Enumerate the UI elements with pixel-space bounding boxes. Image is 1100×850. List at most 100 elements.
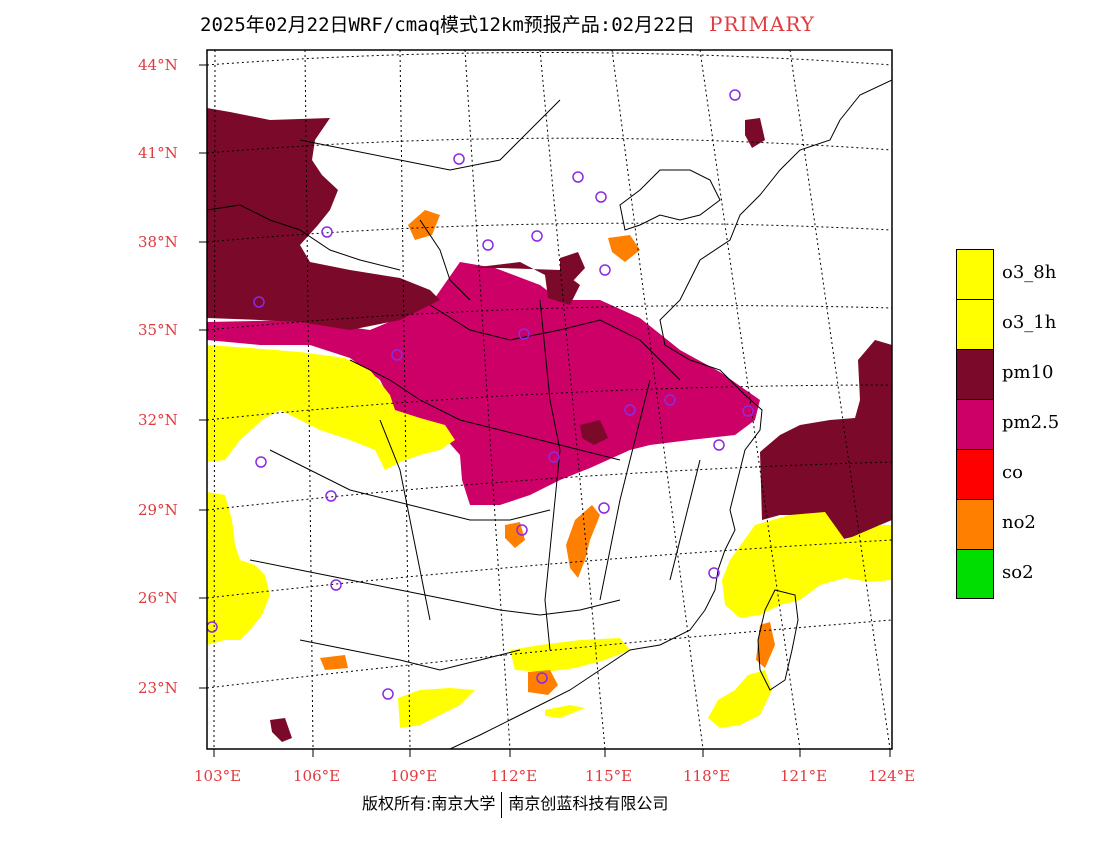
lat-label: 35°N <box>138 321 178 339</box>
o3-region-sichuan <box>207 345 455 470</box>
map-content <box>207 50 892 749</box>
legend-swatch <box>956 399 994 449</box>
site-marker <box>330 579 342 591</box>
o3-region-southeast-coast <box>722 512 892 618</box>
province-a <box>299 99 561 171</box>
pm10-region-northwest <box>207 108 440 330</box>
site-marker <box>572 171 584 183</box>
site-marker <box>598 502 610 514</box>
site-marker <box>708 567 720 579</box>
province-f <box>299 639 521 671</box>
site-marker <box>664 394 676 406</box>
legend-item-pm10: pm10 <box>956 349 1096 399</box>
site-marker <box>595 191 607 203</box>
legend-item-o3-1h: o3_1h <box>956 299 1096 349</box>
legend-item-so2: so2 <box>956 549 1096 599</box>
o3-region-taiwan-strait <box>708 670 772 728</box>
legend-label: no2 <box>1002 512 1036 533</box>
legend-item-co: co <box>956 449 1096 499</box>
copyright-left: 版权所有:南京大学 <box>362 794 496 813</box>
site-marker <box>382 688 394 700</box>
lat-label: 23°N <box>138 679 178 697</box>
lon-label: 109°E <box>390 767 437 785</box>
province-l <box>207 204 401 271</box>
site-marker <box>713 439 725 451</box>
no2-patch-shanxi <box>408 210 440 240</box>
no2-patch-jiangxi <box>566 505 600 578</box>
site-marker <box>325 490 337 502</box>
lon-label: 103°E <box>194 767 241 785</box>
province-h <box>539 299 561 651</box>
coastline <box>449 79 892 749</box>
site-marker <box>391 349 403 361</box>
o3-region-coast-small <box>545 705 585 718</box>
lon-label: 124°E <box>868 767 915 785</box>
legend-swatch <box>956 549 994 599</box>
legend-label: so2 <box>1002 562 1034 583</box>
legend-label: pm2.5 <box>1002 412 1060 433</box>
lon-label: 106°E <box>293 767 340 785</box>
boundaries <box>207 79 892 749</box>
title-text: 2025年02月22日WRF/cmaq模式12km预报产品:02月22日 <box>200 14 695 36</box>
province-c <box>349 359 621 461</box>
coast-bohai <box>619 169 721 231</box>
copyright-footer: 版权所有:南京大学 南京创蓝科技有限公司 <box>362 790 668 818</box>
no2-patch-hunan <box>505 522 525 548</box>
legend-item-o3-8h: o3_8h <box>956 249 1096 299</box>
site-marker <box>516 524 528 536</box>
site-marker <box>531 230 543 242</box>
latitude-axis <box>199 64 207 689</box>
site-marker <box>536 672 548 684</box>
site-marker <box>255 456 267 468</box>
pm10-spot-hubei <box>580 420 608 445</box>
lon-label: 115°E <box>585 767 632 785</box>
province-d <box>269 449 551 521</box>
legend-label: pm10 <box>1002 362 1054 383</box>
province-b <box>429 304 681 381</box>
title-tag: PRIMARY <box>708 12 815 36</box>
legend-swatch <box>956 449 994 499</box>
footer-divider <box>501 791 503 818</box>
site-marker <box>599 264 611 276</box>
graticule <box>207 50 892 749</box>
legend-swatch <box>956 249 994 299</box>
copyright-right: 南京创蓝科技有限公司 <box>508 794 669 813</box>
legend-swatch <box>956 299 994 349</box>
lat-label: 41°N <box>138 144 178 162</box>
site-markers <box>207 89 754 700</box>
o3-region-guangxi <box>398 688 475 728</box>
no2-patch-shandong <box>608 235 640 262</box>
legend-item-no2: no2 <box>956 499 1096 549</box>
site-marker <box>453 153 465 165</box>
o3-region-yunnan <box>207 492 270 645</box>
site-marker <box>321 226 333 238</box>
site-marker <box>548 451 560 463</box>
map-frame <box>206 49 893 750</box>
lon-label: 121°E <box>780 767 827 785</box>
legend-label: o3_1h <box>1002 312 1057 333</box>
province-j <box>379 419 431 621</box>
site-marker <box>729 89 741 101</box>
province-g <box>419 219 471 301</box>
province-k <box>669 459 701 581</box>
legend-item-pm25: pm2.5 <box>956 399 1096 449</box>
no2-patch-guangxi <box>320 655 348 670</box>
legend-swatch <box>956 349 994 399</box>
site-marker <box>482 239 494 251</box>
pm10-spot-hebei <box>560 252 585 282</box>
lon-label: 118°E <box>683 767 730 785</box>
site-marker <box>253 296 265 308</box>
lon-label: 112°E <box>490 767 537 785</box>
legend-label: o3_8h <box>1002 262 1057 283</box>
province-e <box>249 559 621 616</box>
lat-label: 44°N <box>138 56 178 74</box>
legend-label: co <box>1002 462 1023 483</box>
map-title: 2025年02月22日WRF/cmaq模式12km预报产品:02月22日 PRIM… <box>200 10 815 40</box>
pm10-spot-northeast <box>745 118 765 148</box>
legend-swatch <box>956 499 994 549</box>
lat-label: 32°N <box>138 411 178 429</box>
o3-region-guangdong <box>510 638 630 672</box>
no2-patch-taiwan <box>756 622 775 668</box>
site-marker <box>624 404 636 416</box>
